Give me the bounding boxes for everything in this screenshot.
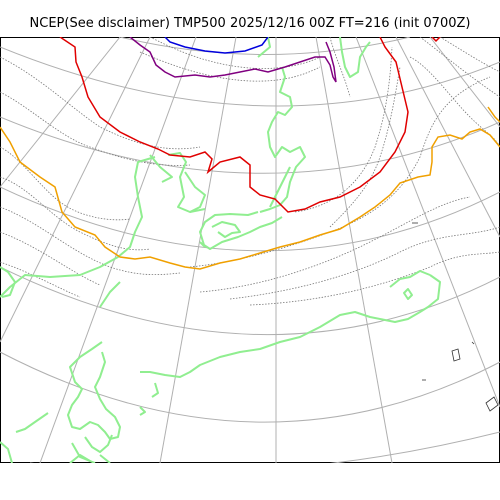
latitude-line <box>30 431 500 463</box>
coastline <box>403 288 413 300</box>
contour-red-segment <box>431 37 441 43</box>
isotherm <box>229 226 500 300</box>
temperature-map <box>0 37 500 463</box>
meridian-line <box>429 37 500 128</box>
coastline <box>0 266 16 298</box>
island <box>471 341 475 345</box>
coastline <box>389 270 431 288</box>
coastline <box>167 152 206 213</box>
isotherm <box>329 37 351 98</box>
island <box>485 396 499 412</box>
isotherm <box>0 176 151 251</box>
isotherm <box>0 91 191 166</box>
map-border <box>0 37 500 463</box>
coastline <box>199 211 283 250</box>
coastline <box>149 154 173 183</box>
coastline <box>151 382 159 398</box>
isotherm <box>0 231 101 286</box>
coastline <box>257 37 271 58</box>
small-islands <box>412 222 499 412</box>
coastline <box>140 274 441 378</box>
isotherm <box>419 37 500 98</box>
coastline <box>269 166 291 208</box>
coastline <box>184 171 206 213</box>
coastline <box>69 454 91 463</box>
coastline <box>15 412 49 433</box>
latitude-line <box>0 116 500 174</box>
coastline <box>0 441 13 463</box>
coastline <box>0 156 156 298</box>
map-title: NCEP(See disclaimer) TMP500 2025/12/16 0… <box>29 16 471 31</box>
coastline <box>67 341 121 440</box>
isotherm <box>439 37 500 73</box>
meridian-line <box>39 37 197 463</box>
meridian-line <box>0 37 151 343</box>
contour-orange-segment <box>487 106 500 123</box>
latitude-line <box>119 37 411 55</box>
coastline <box>99 454 111 463</box>
map-canvas <box>0 37 500 463</box>
coastlines <box>0 37 441 463</box>
coastline <box>199 241 206 248</box>
isotherm <box>139 51 321 82</box>
coastline <box>139 406 146 416</box>
contour-orange <box>0 126 500 270</box>
contour-purple <box>129 37 337 83</box>
isotherm <box>294 46 393 213</box>
island <box>451 348 461 362</box>
latitude-line <box>0 266 500 335</box>
latitude-line <box>0 46 500 107</box>
isotherm <box>409 56 500 148</box>
coastline <box>99 281 121 308</box>
meridian-lines <box>0 37 500 463</box>
isotherm <box>329 66 401 228</box>
meridian-line <box>395 37 500 238</box>
meridian-line <box>355 37 500 408</box>
coastline <box>339 37 371 78</box>
isotherm <box>0 261 81 298</box>
latitude-line <box>0 351 500 423</box>
contour-red <box>59 37 409 213</box>
isotherm <box>199 196 471 293</box>
coastline <box>211 221 241 238</box>
isotherm <box>189 76 491 268</box>
coastline <box>84 434 113 453</box>
meridian-line <box>159 37 237 463</box>
latitude-line <box>0 186 500 252</box>
latitude-lines <box>0 37 500 463</box>
contour-blue <box>164 37 269 54</box>
coastline <box>259 66 306 213</box>
